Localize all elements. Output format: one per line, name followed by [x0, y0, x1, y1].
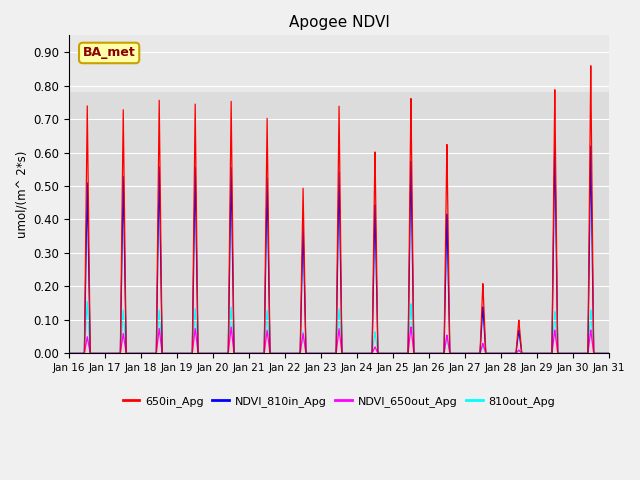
Legend: 650in_Apg, NDVI_810in_Apg, NDVI_650out_Apg, 810out_Apg: 650in_Apg, NDVI_810in_Apg, NDVI_650out_A…: [118, 392, 560, 411]
Y-axis label: umol/(m^ 2*s): umol/(m^ 2*s): [15, 151, 28, 238]
Bar: [69, 92, 609, 353]
Title: Apogee NDVI: Apogee NDVI: [289, 15, 390, 30]
Bar: [69, 36, 609, 92]
Text: BA_met: BA_met: [83, 47, 136, 60]
